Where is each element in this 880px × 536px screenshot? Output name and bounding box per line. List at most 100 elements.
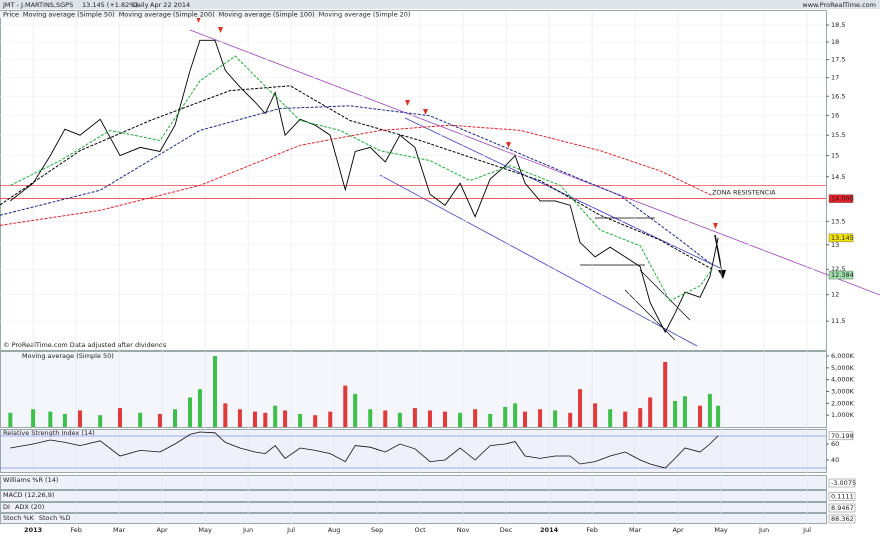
volume-bar <box>237 409 242 427</box>
y-tick-label: 15.5 <box>831 131 845 139</box>
value-box-label: 0.1111 <box>831 493 854 501</box>
indicator-panel <box>0 513 827 524</box>
trend-line <box>639 269 691 321</box>
series-line <box>0 124 713 226</box>
down-arrow <box>713 223 718 229</box>
legend-entry: Moving average (Simple 20) <box>319 11 411 19</box>
trend-line <box>379 174 698 347</box>
volume-bar <box>328 411 333 427</box>
legend-entry: Moving average (Simple 100) <box>219 11 315 19</box>
panel-title: Stoch %D <box>39 514 71 522</box>
volume-bar <box>553 410 558 427</box>
date: Apr 22 2014 <box>150 1 190 9</box>
volume-bar <box>707 393 712 427</box>
volume-bar <box>368 409 373 427</box>
indicator-panel <box>0 502 827 513</box>
x-tick-label: May <box>714 526 728 534</box>
volume-bar <box>473 409 478 427</box>
chart-title: JMT - J.MARTINS,SGPS <box>2 1 73 9</box>
x-tick-label: Jun <box>242 526 253 534</box>
y-tick-label: 13.5 <box>831 217 845 225</box>
y-tick-label: 17 <box>831 74 839 82</box>
period: Daily <box>132 1 149 9</box>
y-tick-label: 12.5 <box>831 265 845 273</box>
y-tick-label: 2,000K <box>831 399 855 407</box>
y-tick-label: 11.5 <box>831 317 845 325</box>
volume-bar <box>31 409 36 427</box>
volume-bar <box>138 412 143 427</box>
y-tick-label: 1,000K <box>831 411 855 419</box>
volume-bar <box>98 415 103 427</box>
legend-bg <box>0 11 320 18</box>
legend-entry: Price <box>3 11 19 19</box>
value-box <box>828 478 856 488</box>
price-panel <box>0 10 827 351</box>
quote: 13.145 (+1.82%) <box>82 1 138 9</box>
volume-bar <box>212 356 217 427</box>
source: www.ProRealTime.com <box>802 1 876 9</box>
price-box <box>828 194 854 203</box>
panel-title: DI <box>3 503 10 511</box>
volume-bar <box>427 410 432 427</box>
volume-bar <box>716 405 721 427</box>
panel-title: Moving average (Simple 50) <box>22 352 114 360</box>
price-box-label: 13.145 <box>831 234 854 242</box>
volume-bar <box>77 410 82 427</box>
panel-title: Relative Strength Index (14) <box>3 429 95 437</box>
x-tick-label: Apr <box>672 526 684 534</box>
volume-bar <box>298 413 303 427</box>
volume-bar <box>593 403 598 427</box>
series-line <box>10 39 719 334</box>
indicator-panel <box>0 490 827 502</box>
volume-bar <box>663 361 668 427</box>
volume-bar <box>48 411 53 427</box>
volume-bar <box>8 412 13 427</box>
down-arrow <box>405 100 410 106</box>
y-tick-label: 40 <box>831 456 839 464</box>
y-tick-label: 18.5 <box>831 21 845 29</box>
volume-bar <box>412 408 417 427</box>
volume-bar <box>623 411 628 427</box>
panel-title: Stoch %K <box>3 514 35 522</box>
price-box-label: 12.384 <box>831 271 854 279</box>
price-box <box>828 233 854 243</box>
volume-bar <box>197 389 202 427</box>
legend-entry: Moving average (Simple 200) <box>119 11 215 19</box>
volume-bar <box>682 396 687 427</box>
volume-bar <box>648 397 653 427</box>
y-tick-label: 4,000K <box>831 376 855 384</box>
y-tick-label: 17.5 <box>831 56 845 64</box>
down-arrow <box>423 109 428 115</box>
down-arrow <box>506 142 511 148</box>
y-tick-label: 14.5 <box>831 173 845 181</box>
legend-entry: Moving average (Simple 50) <box>23 11 115 19</box>
volume-bar <box>638 408 643 427</box>
value-box-label: 88.362 <box>831 515 854 523</box>
x-tick-label: Apr <box>156 526 168 534</box>
volume-bar <box>397 412 402 427</box>
volume-bar <box>458 412 463 427</box>
value-box-label: -3.0075 <box>831 479 856 487</box>
series-line <box>0 105 713 266</box>
trend-line <box>624 289 676 341</box>
y-tick-label: 18 <box>831 38 839 46</box>
volume-bar <box>353 393 358 427</box>
x-tick-label: Jul <box>286 526 295 534</box>
x-tick-label: Oct <box>414 526 426 534</box>
y-tick-label: 3,000K <box>831 388 855 396</box>
volume-bar <box>523 411 528 427</box>
x-tick-label: Dec <box>500 526 513 534</box>
series-line <box>10 55 713 302</box>
x-tick-label: Nov <box>457 526 470 534</box>
signal-arrows <box>196 17 718 229</box>
value-box-label: 70.198 <box>831 432 854 440</box>
x-tick-label: Mar <box>629 526 642 534</box>
header-bar <box>0 0 880 9</box>
volume-bar <box>608 409 613 427</box>
volume-bar <box>443 411 448 427</box>
value-box <box>828 431 854 441</box>
x-tick-label: Sep <box>371 526 383 534</box>
y-tick-label: 6,000K <box>831 352 855 360</box>
x-tick-label: 2013 <box>24 526 42 534</box>
